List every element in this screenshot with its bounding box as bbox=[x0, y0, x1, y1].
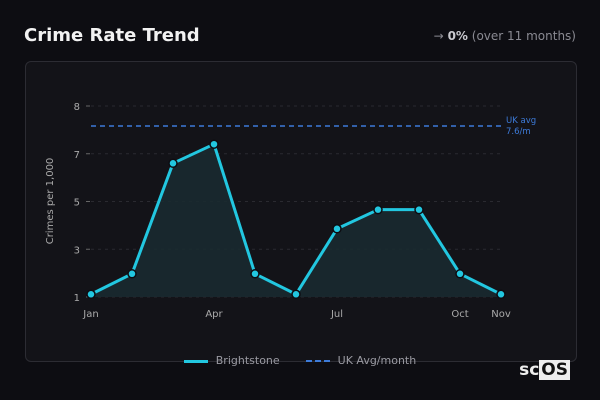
data-point bbox=[86, 289, 96, 300]
x-tick-label: Apr bbox=[205, 309, 223, 320]
legend: Brightstone UK Avg/month bbox=[0, 354, 600, 367]
logo: sc OS bbox=[519, 360, 570, 380]
y-tick-label: 5 bbox=[74, 198, 80, 209]
trend-note: (over 11 months) bbox=[471, 29, 576, 43]
trend-arrow-icon: → bbox=[433, 29, 444, 43]
legend-swatch-dashed bbox=[305, 360, 330, 362]
logo-text: sc bbox=[519, 360, 540, 380]
y-tick-label: 1 bbox=[74, 293, 80, 304]
data-point bbox=[291, 289, 301, 300]
legend-item-reference[interactable]: UK Avg/month bbox=[305, 354, 417, 367]
chart-card bbox=[25, 61, 577, 362]
reference-label: UK avg bbox=[506, 116, 536, 126]
data-point bbox=[127, 269, 137, 279]
series-area bbox=[91, 144, 501, 297]
data-point bbox=[209, 139, 219, 149]
legend-swatch-solid bbox=[183, 359, 208, 363]
y-tick-label: 8 bbox=[74, 102, 80, 113]
y-axis-label: Crimes per 1,000 bbox=[45, 158, 56, 245]
x-tick-label: Oct bbox=[451, 309, 468, 320]
data-point bbox=[414, 204, 424, 215]
data-point bbox=[168, 158, 178, 169]
data-point bbox=[373, 204, 383, 215]
chart-title: Crime Rate Trend bbox=[24, 25, 200, 46]
trend-summary: → 0% (over 11 months) bbox=[434, 29, 576, 43]
data-point bbox=[332, 224, 342, 234]
legend-label: UK Avg/month bbox=[337, 354, 417, 367]
data-point bbox=[250, 269, 260, 279]
y-tick-label: 3 bbox=[74, 245, 80, 256]
logo-text-box: OS bbox=[539, 360, 570, 380]
data-point bbox=[455, 269, 465, 279]
trend-value: 0% bbox=[447, 29, 468, 43]
data-point bbox=[496, 289, 506, 300]
x-tick-label: Jan bbox=[82, 309, 98, 320]
reference-value: 7.6/m bbox=[506, 127, 531, 137]
legend-item-series[interactable]: Brightstone bbox=[183, 354, 280, 367]
legend-label: Brightstone bbox=[215, 354, 280, 367]
x-tick-label: Jul bbox=[330, 309, 343, 320]
y-tick-label: 7 bbox=[74, 150, 80, 161]
x-tick-label: Nov bbox=[491, 309, 511, 320]
